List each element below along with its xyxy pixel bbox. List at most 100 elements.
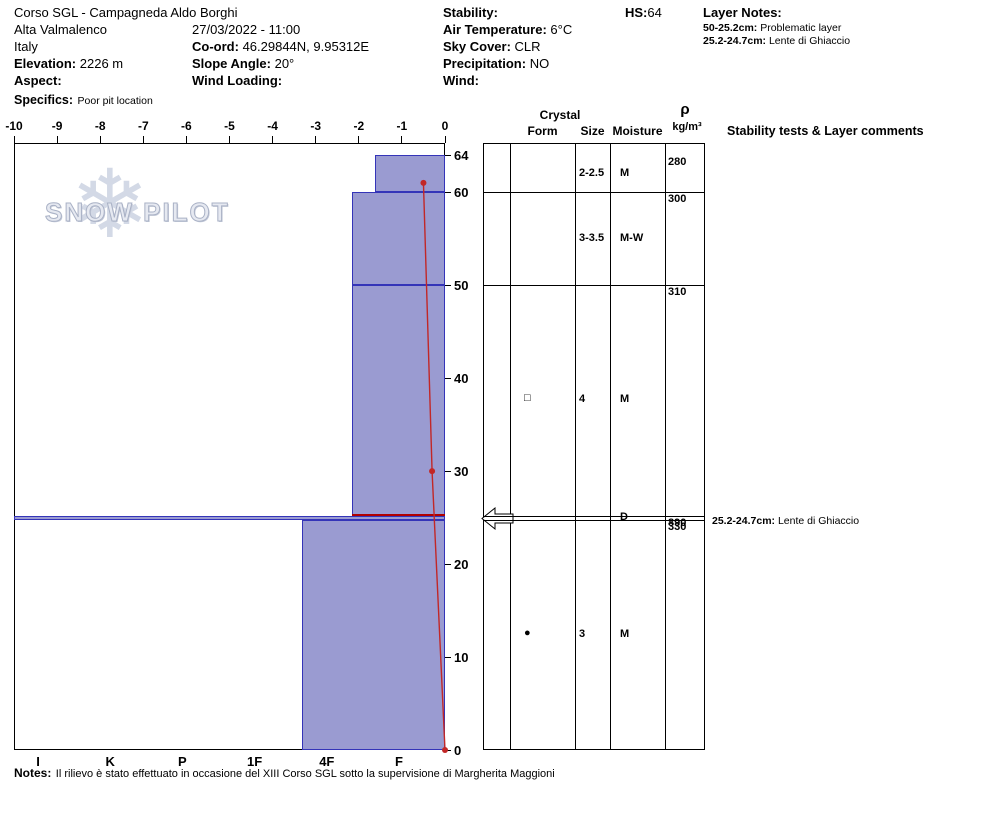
layer-table-frame — [483, 143, 705, 750]
wind-loading-label: Wind Loading: — [192, 73, 283, 88]
sky-cover: Sky Cover: CLR — [443, 39, 541, 54]
layer-comment-text: Lente di Ghiaccio — [777, 515, 860, 527]
elevation-value: 2226 m — [79, 56, 124, 71]
moisture-value: M — [620, 628, 630, 641]
moisture-header: Moisture — [612, 124, 663, 138]
temp-axis-label: 0 — [441, 119, 449, 133]
depth-axis-tick — [445, 749, 451, 751]
layer-bar — [301, 520, 445, 750]
stability-label: Stability: — [443, 5, 498, 20]
table-column-divider — [575, 144, 576, 749]
slope-angle: Slope Angle: 20° — [192, 56, 294, 71]
coordinates: Co-ord: 46.29844N, 9.95312E — [192, 39, 369, 54]
snow-height: HS:64 — [625, 5, 662, 20]
temp-axis-label: -8 — [94, 119, 106, 133]
temp-axis-tick — [99, 136, 101, 143]
depth-axis-label: 20 — [454, 557, 469, 573]
form-header: Form — [527, 124, 558, 138]
layer-note: 25.2-24.7cm: Lente di Ghiaccio — [703, 35, 850, 47]
depth-axis-tick — [445, 470, 451, 472]
temp-axis-label: -4 — [267, 119, 278, 133]
moisture-value: D — [620, 511, 628, 524]
sky-cover-label: Sky Cover: — [443, 39, 511, 54]
layer-bar — [375, 155, 445, 193]
crystal-header: Crystal — [539, 108, 581, 122]
elevation: Elevation: 2226 m — [14, 56, 123, 71]
snow-height-value: 64 — [647, 5, 662, 20]
temp-axis-tick — [444, 136, 446, 143]
crystal-size-value: 3 — [579, 628, 586, 641]
temp-axis-label: -7 — [137, 119, 149, 133]
hardness-axis-label: 4F — [319, 754, 335, 769]
temp-axis-label: -3 — [310, 119, 322, 133]
table-column-divider — [665, 144, 666, 749]
depth-axis-label: 10 — [454, 650, 469, 666]
depth-axis-tick — [445, 154, 451, 156]
depth-axis-tick — [445, 656, 451, 658]
temp-axis-tick — [272, 136, 274, 143]
notes-text: Il rilievo è stato effettuato in occasio… — [55, 768, 555, 780]
air-temperature-value: 6°C — [550, 22, 573, 37]
wind: Wind: — [443, 73, 479, 88]
aspect-label: Aspect: — [14, 73, 62, 88]
notes-label: Notes: — [14, 766, 52, 780]
layer-notes-heading: Layer Notes: — [703, 5, 782, 20]
crystal-size-value: 4 — [579, 393, 586, 406]
snow-height-label: HS: — [625, 5, 648, 20]
pit-datetime: 27/03/2022 - 11:00 — [192, 22, 301, 37]
coordinates-label: Co-ord: — [192, 39, 239, 54]
moisture-value: M-W — [620, 231, 644, 244]
elevation-label: Elevation: — [14, 56, 77, 71]
depth-axis-tick — [445, 284, 451, 286]
problematic-layer-arrow-icon — [481, 506, 514, 531]
wind-loading: Wind Loading: — [192, 73, 282, 88]
temp-axis-tick — [142, 136, 144, 143]
problematic-layer-flag-line — [351, 513, 445, 516]
sky-cover-value: CLR — [514, 39, 541, 54]
stability: Stability: — [443, 5, 498, 20]
coordinates-value: 46.29844N, 9.95312E — [242, 39, 370, 54]
hardness-axis-label: 1F — [247, 754, 263, 769]
depth-axis-tick — [445, 191, 451, 193]
precipitation-value: NO — [529, 56, 550, 71]
crystal-size-value: 2-2.5 — [579, 166, 605, 179]
depth-axis-tick — [445, 377, 451, 379]
temp-axis-tick — [315, 136, 317, 143]
specifics: Specifics: Poor pit location — [14, 91, 153, 109]
density-value: 310 — [668, 286, 687, 299]
snowpilot-watermark-text: SNOW PILOT — [45, 197, 230, 228]
aspect: Aspect: — [14, 73, 62, 88]
comments-header: Stability tests & Layer comments — [727, 124, 924, 138]
wind-label: Wind: — [443, 73, 479, 88]
density-value: 300 — [668, 193, 687, 206]
hardness-axis-label: P — [178, 754, 187, 769]
temp-axis-label: -2 — [353, 119, 365, 133]
density-unit-header: kg/m³ — [672, 121, 702, 133]
temp-axis-tick — [56, 136, 58, 143]
hardness-axis-label: I — [36, 754, 40, 769]
depth-axis-label: 50 — [454, 278, 469, 294]
density-value: 330 — [668, 521, 687, 534]
precipitation: Precipitation: NO — [443, 56, 549, 71]
depth-axis-label: 40 — [454, 371, 469, 387]
layer-boundary-line — [483, 192, 705, 194]
temp-axis-label: -9 — [51, 119, 63, 133]
moisture-value: M — [620, 166, 630, 179]
layer-note-text: Problematic layer — [760, 22, 842, 34]
layer-note-range: 50-25.2cm: — [703, 22, 758, 34]
density-value: 280 — [668, 156, 687, 168]
layer-note-text: Lente di Ghiaccio — [768, 35, 851, 47]
snowpilot-snowflake-logo: ❄ — [70, 152, 150, 258]
temp-axis-label: -1 — [396, 119, 408, 133]
temp-axis-label: -6 — [181, 119, 192, 133]
table-column-divider — [510, 144, 511, 749]
density-header: ρ — [680, 101, 690, 118]
temp-axis-label: -5 — [224, 119, 235, 133]
specifics-value: Poor pit location — [77, 95, 153, 107]
notes: Notes: Il rilievo è stato effettuato in … — [14, 764, 555, 782]
density-value: 890 — [668, 516, 687, 529]
table-column-divider — [610, 144, 611, 749]
specifics-label: Specifics: — [14, 93, 74, 107]
temp-axis-tick — [229, 136, 230, 143]
